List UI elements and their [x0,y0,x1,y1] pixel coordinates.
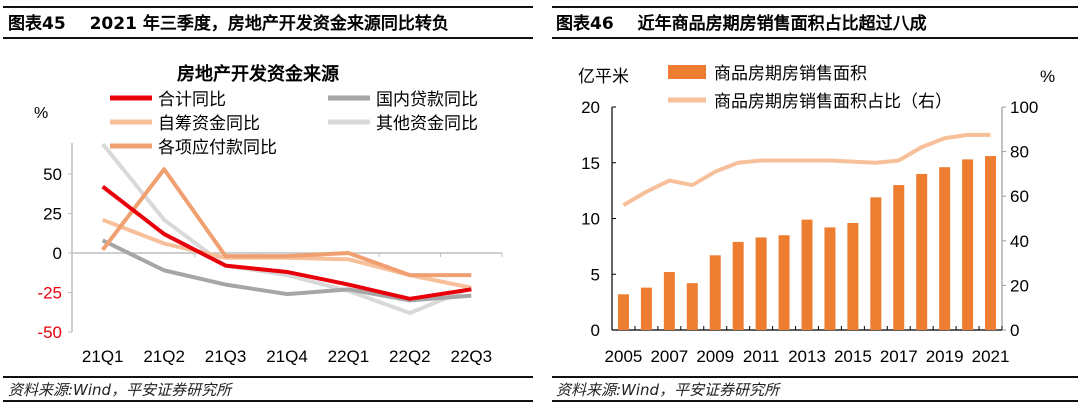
legend-swatch-bar [668,65,706,79]
y-tick-label: -25 [37,284,62,303]
bar-2017 [893,185,905,330]
bar-2006 [640,287,652,330]
legend-label: 合计同比 [158,90,226,109]
left-y-tick-label: 5 [591,265,600,284]
x-tick-label: 2011 [743,347,780,366]
x-tick-label: 2021 [972,347,1010,366]
right-source-note: 资料来源:Wind，平安证券研究所 [556,381,780,399]
legend-label: 其他资金同比 [376,114,478,133]
x-tick-label: 22Q2 [389,347,431,366]
x-tick-label: 2019 [926,347,964,366]
x-tick-label: 21Q2 [143,347,185,366]
bar-2018 [916,173,928,330]
legend-label: 自筹资金同比 [158,114,260,133]
bar-2021 [985,156,997,330]
x-tick-label: 22Q3 [450,347,492,366]
right-y-tick-label: 0 [1010,321,1019,340]
x-tick-label: 2007 [650,347,688,366]
bar-2015 [847,222,859,330]
x-tick-label: 2015 [834,347,872,366]
left-source-top-rule [3,376,533,378]
right-y-tick-label: 20 [1010,276,1029,295]
x-tick-label: 21Q1 [82,347,124,366]
chart-title: 房地产开发资金来源 [177,63,339,84]
legend-label: 商品房期房销售面积占比（右） [714,92,952,111]
y-tick-label: 0 [53,244,62,263]
left-top-rule [3,6,533,8]
left-title-rule [3,37,533,39]
bar-2008 [686,283,698,330]
bar-2016 [870,197,882,330]
legend-label: 国内贷款同比 [376,90,478,109]
right-figure-caption: 近年商品房期房销售面积占比超过八成 [637,14,927,34]
left-figure-number: 图表45 [8,14,66,34]
right-y-tick-label: 40 [1010,232,1029,251]
right-title-rule [552,37,1078,39]
x-tick-label: 2013 [788,347,826,366]
x-tick-label: 2005 [605,347,643,366]
bar-2019 [939,167,951,330]
left-y-tick-label: 10 [581,210,600,229]
left-y-tick-label: 20 [581,98,600,117]
y-tick-label: -50 [37,323,62,342]
right-source-top-rule [552,376,1078,378]
left-y-tick-label: 0 [591,321,600,340]
right-y-tick-label: 80 [1010,143,1029,162]
left-source-bottom-rule [3,400,533,402]
x-tick-label: 21Q4 [266,347,308,366]
bar-2014 [824,227,836,330]
y-tick-label: 50 [43,165,62,184]
right-top-rule [552,6,1078,8]
legend-label: 商品房期房销售面积 [714,64,867,83]
x-tick-label: 22Q1 [328,347,370,366]
bar-2009 [709,255,721,330]
right-source-bottom-rule [552,400,1078,402]
bar-2007 [663,272,675,330]
x-tick-label: 21Q3 [205,347,247,366]
y-tick-label: 25 [43,205,62,224]
bar-2012 [778,235,790,330]
bar-2011 [755,237,767,330]
right-y-tick-label: 60 [1010,187,1029,206]
x-tick-label: 2017 [880,347,918,366]
left-figure-caption: 2021 年三季度，房地产开发资金来源同比转负 [89,14,449,34]
right-axis-unit: % [1040,67,1055,86]
bar-2020 [962,159,974,330]
right-y-tick-label: 100 [1010,98,1038,117]
share-line [622,132,991,207]
x-tick-label: 2009 [696,347,734,366]
bar-2005 [617,294,629,330]
legend-label: 各项应付款同比 [158,138,277,157]
left-figure-title: 图表45 2021 年三季度，房地产开发资金来源同比转负 [8,9,449,34]
y-axis-unit: % [34,105,48,122]
bar-2013 [801,219,813,330]
bar-2010 [732,241,744,330]
right-figure-number: 图表46 [556,14,614,34]
right-figure-title: 图表46 近年商品房期房销售面积占比超过八成 [556,9,927,34]
left-y-tick-label: 15 [581,154,600,173]
left-source-note: 资料来源:Wind，平安证券研究所 [8,381,232,399]
left-axis-unit: 亿平米 [578,67,629,86]
